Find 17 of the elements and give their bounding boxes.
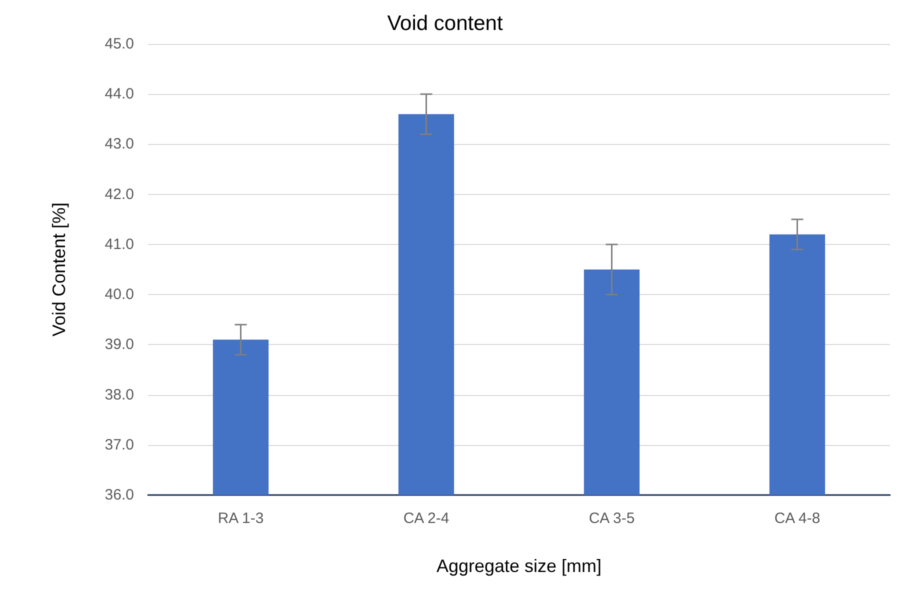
y-tick-label: 44.0 (104, 86, 134, 103)
y-tick-label: 39.0 (104, 336, 134, 354)
y-tick-label: 36.0 (104, 486, 134, 504)
x-tick-label: CA 2-4 (403, 510, 450, 527)
x-tick-label: RA 1-3 (218, 510, 264, 527)
x-tick-label: CA 3-5 (588, 510, 635, 527)
y-tick-label: 43.0 (104, 136, 134, 153)
y-tick-label: 38.0 (104, 386, 134, 404)
y-tick-label: 42.0 (104, 186, 134, 203)
x-tick-label: CA 4-8 (774, 510, 820, 527)
chart-title: Void content (387, 12, 503, 35)
y-tick-label: 41.0 (104, 236, 134, 253)
y-tick-label: 45.0 (104, 36, 134, 52)
y-tick-label: 40.0 (104, 286, 134, 304)
x-axis-title: Aggregate size [mm] (436, 556, 602, 576)
y-axis-title: Void Content [%] (49, 202, 69, 337)
y-tick-label: 37.0 (104, 436, 134, 454)
